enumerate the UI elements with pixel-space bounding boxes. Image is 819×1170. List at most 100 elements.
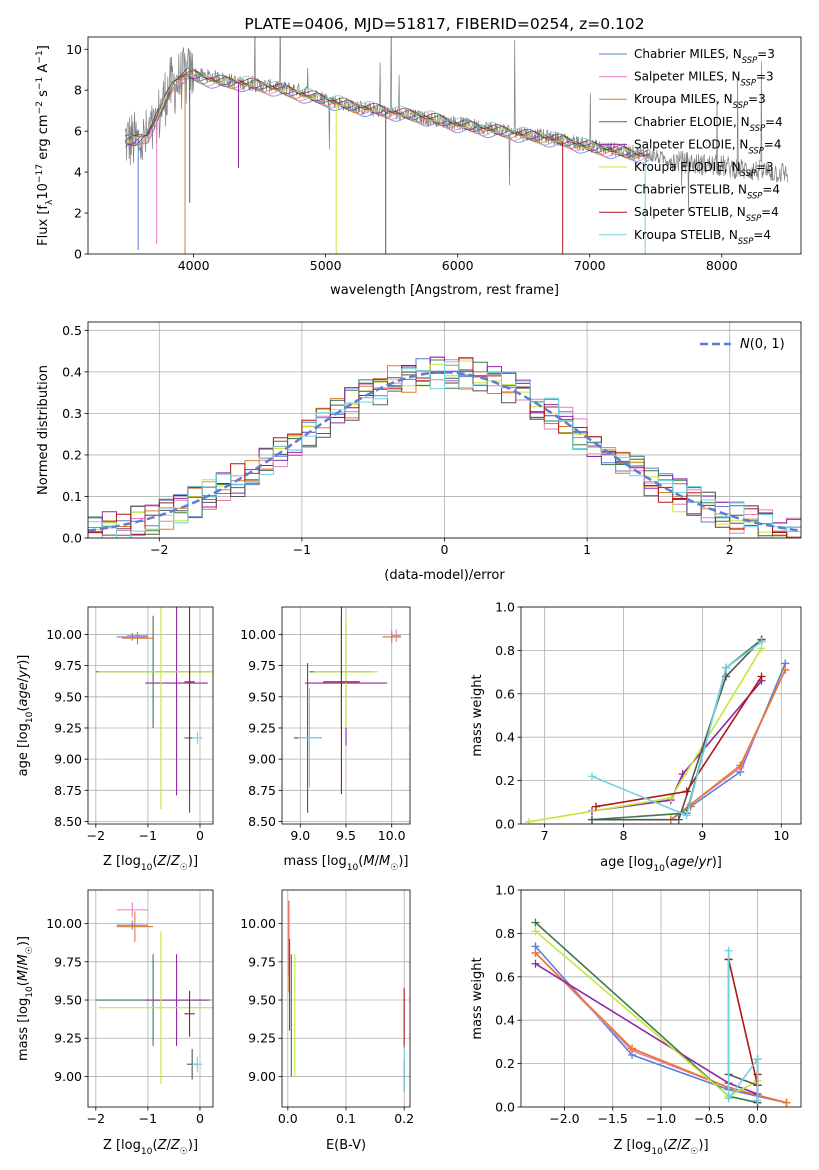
legend-entry: Kroupa STELIB, NSSP=4 [634,228,771,246]
weight-line [592,638,763,821]
legend-entry: Salpeter MILES, NSSP=3 [634,70,774,88]
weight-marker [587,772,596,781]
y-axis-label: mass [log10(M/M☉)] [16,936,35,1061]
panel-spectrum: 4000 5000 6000 7000 8000 0 2 4 6 8 10 PLATE=0406, M… [35,15,802,298]
model-line [124,74,650,162]
weight-marker [736,761,745,770]
y-tick-label: 8 [74,83,82,98]
plot-area [95,607,213,813]
model-line [124,77,650,164]
panel-mass-vs-EBV: 0.0 0.1 0.2 9.00 9.25 9.50 9.75 10.00 E(B-V) [240,889,414,1153]
y-tick-label: 9.50 [248,993,276,1008]
axes-frame [520,606,802,825]
y-tick-label: 9.00 [248,752,276,767]
weight-marker [628,1044,637,1053]
weight-line [727,950,759,1101]
y-tick-label: 0.2 [495,773,515,788]
x-tick-label: −1 [293,542,311,557]
weight-marker [753,1096,762,1105]
axes-frame [87,889,214,1108]
y-tick-label: 9.75 [54,954,82,969]
x-axis-label: age [log10(age/yr)] [600,855,722,874]
x-tick-label: 0.1 [336,1111,356,1126]
x-tick-label: 10.0 [378,828,406,843]
y-tick-label: 9.00 [54,1069,82,1084]
y-axis-label: mass weight [470,957,485,1039]
y-tick-label: 9.00 [248,1069,276,1084]
weight-marker [666,793,675,802]
model-line [124,70,650,157]
weight-marker [724,1094,733,1103]
weight-line [670,669,786,821]
x-tick-label: 8 [620,828,628,843]
y-tick-label: 0.6 [495,969,515,984]
y-tick-label: 0 [74,247,82,262]
weight-marker [722,663,731,672]
y-tick-label: 9.50 [54,689,82,704]
y-axis-label: mass weight [470,674,485,756]
y-tick-label: 9.25 [248,1031,276,1046]
x-tick-label: −2.0 [549,1111,579,1126]
panel-residuals: −2 −1 0 1 2 0.0 0.1 0.2 0.3 0.4 0.5 (data-model)/er… [36,321,802,583]
plot-area [524,635,790,824]
y-tick-label: 0.2 [495,1056,515,1071]
x-tick-label: −1.5 [598,1111,628,1126]
legend: Chabrier MILES, NSSP=3 Salpeter MILES, NS… [599,47,783,246]
panel-weight-vs-age: 7 8 9 10 0.0 0.2 0.4 0.6 0.8 1.0 age [log10(age/yr… [470,600,802,874]
weight-line [534,930,758,1098]
y-tick-label: 10.00 [240,916,276,931]
plot-area [95,902,213,1085]
x-tick-label: −2 [150,542,168,557]
axes-frame [87,36,802,255]
legend-entry: Chabrier ELODIE, NSSP=4 [634,115,783,133]
legend-entry: Salpeter STELIB, NSSP=4 [634,205,779,223]
y-tick-label: 8.50 [54,814,82,829]
x-tick-label: 9 [698,828,706,843]
x-tick-label: 7 [541,828,549,843]
y-tick-label: 1.0 [495,883,515,898]
model-line [124,74,650,158]
legend-entry: Chabrier MILES, NSSP=3 [634,47,775,65]
weight-marker [682,811,691,820]
y-tick-label: 9.25 [54,720,82,735]
x-axis-label: Z [log10(Z/Z☉)] [613,1138,708,1157]
y-axis-label: Normed distribution [36,365,51,495]
x-tick-label: −1 [139,828,157,843]
plot-area [88,356,801,538]
legend-entry: Kroupa MILES, NSSP=3 [634,92,766,110]
plot-area [124,37,789,254]
weight-marker [531,918,540,927]
x-tick-label: 9.0 [290,828,310,843]
weight-marker [591,802,600,811]
x-tick-label: 2 [726,542,734,557]
plot-area [293,607,401,813]
x-tick-label: 0.2 [394,1111,414,1126]
axes-frame [281,606,411,825]
x-tick-label: 5000 [310,258,342,273]
x-tick-label: 6000 [442,258,474,273]
legend-entry: Kroupa ELODIE, NSSP=3 [634,160,774,178]
y-tick-label: 0.5 [62,323,82,338]
y-tick-label: 9.00 [54,752,82,767]
y-tick-label: 0.6 [495,686,515,701]
y-tick-label: 8.50 [248,814,276,829]
y-tick-label: 1.0 [495,600,515,615]
y-tick-label: 10 [66,42,82,57]
weight-line [591,680,763,812]
x-tick-label: 10 [773,828,789,843]
x-tick-label: −1 [139,1111,157,1126]
weight-marker [753,1055,762,1064]
weight-marker [782,1098,791,1107]
y-tick-label: 8.75 [54,783,82,798]
x-tick-label: 0 [196,1111,204,1126]
weight-line [670,663,786,821]
y-tick-label: 6 [74,124,82,139]
weight-marker [781,665,790,674]
y-tick-label: 0.4 [495,730,515,745]
y-tick-label: 0.8 [495,643,515,658]
x-tick-label: −1.0 [646,1111,676,1126]
legend-entry: N(0, 1) [740,337,785,352]
y-tick-label: 10.00 [46,916,82,931]
